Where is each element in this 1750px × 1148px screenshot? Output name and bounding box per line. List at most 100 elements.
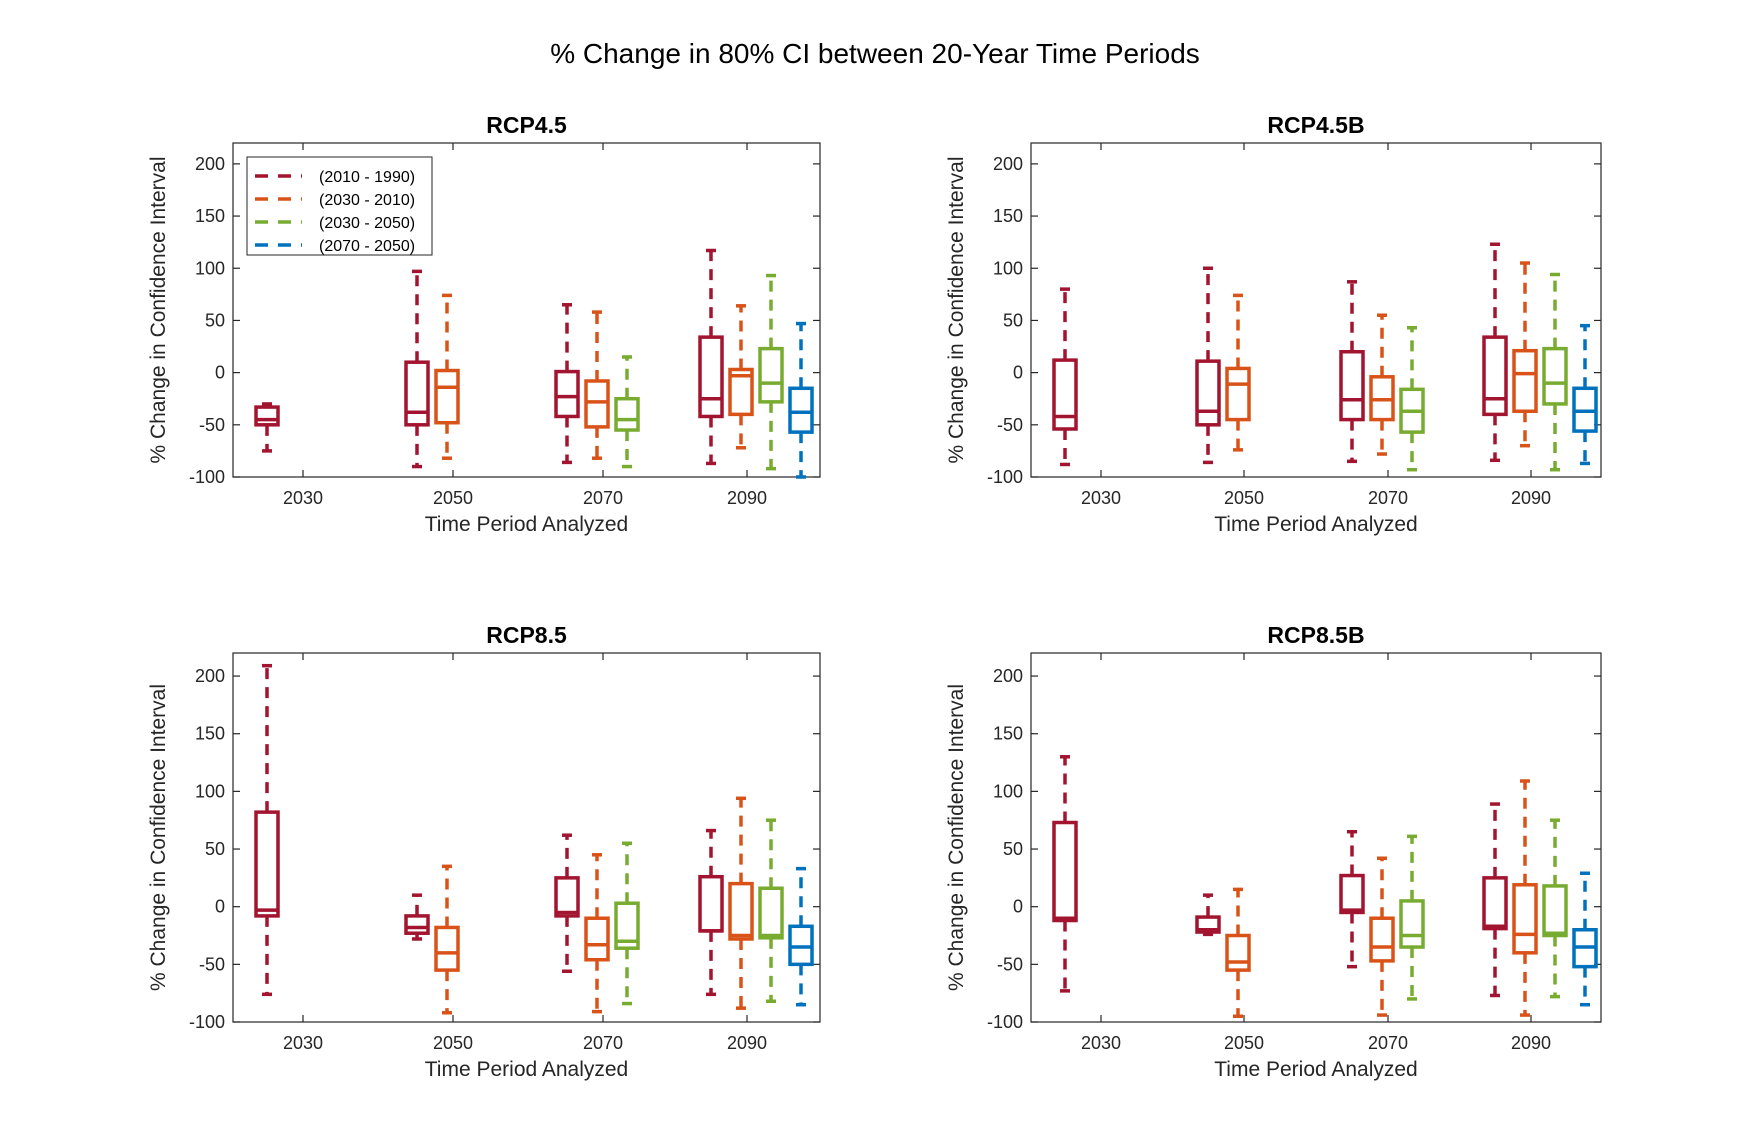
y-tick-label: 50 bbox=[205, 310, 225, 330]
y-tick-label: 50 bbox=[205, 839, 225, 859]
box-2070-series-1 bbox=[1339, 280, 1365, 464]
y-tick-label: 100 bbox=[993, 258, 1023, 278]
axes-frame bbox=[232, 142, 821, 478]
legend-box bbox=[246, 156, 433, 256]
box-iqr bbox=[554, 369, 580, 419]
box-iqr bbox=[584, 916, 610, 962]
y-tick-label: 200 bbox=[195, 666, 225, 686]
box-2050-series-1 bbox=[404, 893, 430, 941]
y-tick-label: -50 bbox=[199, 415, 225, 435]
box-2090-series-3 bbox=[1542, 818, 1568, 999]
box-2030-series-1 bbox=[254, 663, 280, 997]
x-tick-label: 2050 bbox=[433, 1033, 473, 1053]
box-2050-series-2 bbox=[1225, 293, 1251, 452]
x-tick-label: 2050 bbox=[1224, 488, 1264, 508]
box-iqr bbox=[1542, 884, 1568, 938]
box-iqr bbox=[1512, 348, 1538, 413]
y-tick-label: -100 bbox=[987, 467, 1023, 487]
box-2070-series-3 bbox=[1399, 834, 1425, 1001]
axes-frame bbox=[1030, 652, 1602, 1023]
box-2070-series-2 bbox=[584, 853, 610, 1014]
box-iqr bbox=[728, 881, 754, 941]
box-iqr bbox=[788, 386, 814, 434]
box-2090-series-1 bbox=[1482, 802, 1508, 998]
box-iqr bbox=[254, 810, 280, 918]
y-tick-label: 150 bbox=[195, 724, 225, 744]
box-iqr bbox=[1339, 873, 1365, 915]
box-iqr bbox=[1482, 876, 1508, 931]
y-tick-label: 0 bbox=[215, 363, 225, 383]
x-tick-label: 2070 bbox=[1368, 1033, 1408, 1053]
box-2090-series-3 bbox=[758, 273, 784, 471]
box-2090-series-2 bbox=[1512, 261, 1538, 448]
box-iqr bbox=[758, 886, 784, 940]
panel-rcp4-5b: RCP4.5B -100 -50 0 50 100 150 200 2030 2050 2070 20… bbox=[945, 112, 1602, 536]
y-tick-label: 50 bbox=[1003, 310, 1023, 330]
box-2030-series-1 bbox=[1052, 755, 1078, 993]
y-tick-label: 200 bbox=[195, 154, 225, 174]
y-axis-label: % Change in Confidence Interval bbox=[945, 684, 968, 991]
y-tick-label: 100 bbox=[993, 781, 1023, 801]
x-tick-label: 2090 bbox=[727, 488, 767, 508]
box-2090-series-4 bbox=[1572, 323, 1598, 466]
y-tick-label: 50 bbox=[1003, 839, 1023, 859]
y-tick-label: 100 bbox=[195, 781, 225, 801]
box-2090-series-2 bbox=[728, 304, 754, 450]
box-iqr bbox=[434, 925, 460, 972]
y-tick-label: 150 bbox=[993, 724, 1023, 744]
box-2070-series-3 bbox=[614, 841, 640, 1006]
box-iqr bbox=[698, 874, 724, 933]
y-tick-label: 0 bbox=[1013, 897, 1023, 917]
y-tick-label: 200 bbox=[993, 154, 1023, 174]
x-tick-label: 2030 bbox=[1081, 488, 1121, 508]
box-2090-series-4 bbox=[1572, 871, 1598, 1007]
box-2030-series-1 bbox=[1052, 287, 1078, 467]
box-2050-series-2 bbox=[434, 293, 460, 460]
box-iqr bbox=[1339, 350, 1365, 422]
x-tick-label: 2070 bbox=[583, 488, 623, 508]
axes-frame bbox=[1030, 142, 1602, 478]
box-iqr bbox=[1052, 820, 1078, 923]
box-2050-series-1 bbox=[1195, 893, 1221, 937]
panel-rcp8-5b: RCP8.5B -100 -50 0 50 100 150 200 2030 2050 2070 20… bbox=[945, 622, 1602, 1081]
box-2050-series-2 bbox=[434, 864, 460, 1015]
box-iqr bbox=[1482, 335, 1508, 417]
box-iqr bbox=[554, 876, 580, 918]
box-2070-series-1 bbox=[554, 303, 580, 465]
box-2090-series-1 bbox=[698, 248, 724, 466]
panel-rcp4-5: RCP4.5 -100 -50 0 50 100 150 200 2030 2050 2070 209… bbox=[147, 112, 821, 536]
y-tick-label: -100 bbox=[189, 467, 225, 487]
box-iqr bbox=[614, 396, 640, 432]
box-iqr bbox=[584, 379, 610, 429]
y-tick-label: 150 bbox=[195, 206, 225, 226]
legend-entry: (2030 - 2050) bbox=[319, 215, 415, 232]
box-2090-series-4 bbox=[788, 321, 814, 479]
y-tick-label: -50 bbox=[199, 954, 225, 974]
box-iqr bbox=[1512, 883, 1538, 955]
y-tick-label: 150 bbox=[993, 206, 1023, 226]
panel-title: RCP4.5 bbox=[486, 112, 567, 138]
legend-entry: (2010 - 1990) bbox=[319, 169, 415, 186]
box-iqr bbox=[1195, 359, 1221, 427]
x-tick-label: 2070 bbox=[583, 1033, 623, 1053]
y-tick-label: 0 bbox=[215, 897, 225, 917]
box-2070-series-1 bbox=[554, 833, 580, 974]
y-tick-label: -100 bbox=[189, 1012, 225, 1032]
x-axis-label: Time Period Analyzed bbox=[1214, 1058, 1418, 1081]
x-axis-label: Time Period Analyzed bbox=[1214, 513, 1418, 536]
box-2070-series-2 bbox=[1369, 856, 1395, 1017]
panel-title: RCP8.5B bbox=[1267, 622, 1364, 648]
figure-title: % Change in 80% CI between 20-Year Time … bbox=[550, 38, 1200, 69]
x-tick-label: 2050 bbox=[433, 488, 473, 508]
x-axis-label: Time Period Analyzed bbox=[425, 1058, 629, 1081]
box-iqr bbox=[254, 405, 280, 427]
y-axis-label: % Change in Confidence Interval bbox=[945, 156, 968, 463]
x-tick-label: 2070 bbox=[1368, 488, 1408, 508]
x-tick-label: 2090 bbox=[1511, 488, 1551, 508]
y-tick-label: 100 bbox=[195, 258, 225, 278]
panel-title: RCP8.5 bbox=[486, 622, 567, 648]
box-iqr bbox=[758, 346, 784, 404]
box-iqr bbox=[614, 901, 640, 950]
box-iqr bbox=[404, 360, 430, 427]
